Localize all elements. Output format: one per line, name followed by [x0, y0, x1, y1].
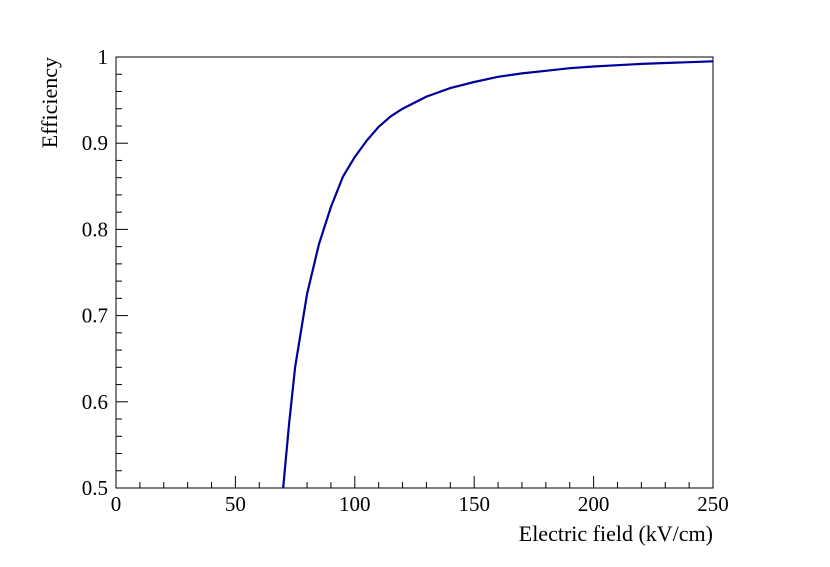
y-tick-label: 0.7: [82, 304, 108, 328]
y-axis-ticks: [116, 56, 128, 489]
x-tick-label: 50: [225, 492, 246, 516]
x-axis-title: Electric field (kV/cm): [519, 521, 713, 546]
x-tick-label: 150: [458, 492, 490, 516]
y-tick-label: 0.9: [82, 131, 108, 155]
y-tick-label: 0.5: [82, 476, 108, 500]
y-axis-tick-labels: 0.5 0.6 0.7 0.8 0.9 1: [82, 45, 108, 500]
x-tick-label: 250: [697, 492, 729, 516]
y-axis-title: Efficiency: [37, 57, 62, 148]
x-axis-tick-labels: 0 50 100 150 200 250: [111, 492, 729, 516]
y-tick-label: 0.8: [82, 217, 108, 241]
x-tick-label: 100: [339, 492, 371, 516]
x-axis-ticks: [115, 476, 714, 488]
y-tick-label: 1: [98, 45, 109, 69]
plot-frame: [115, 56, 714, 489]
x-tick-label: 0: [111, 492, 122, 516]
efficiency-curve: [282, 60, 714, 489]
y-tick-label: 0.6: [82, 390, 108, 414]
x-tick-label: 200: [578, 492, 610, 516]
